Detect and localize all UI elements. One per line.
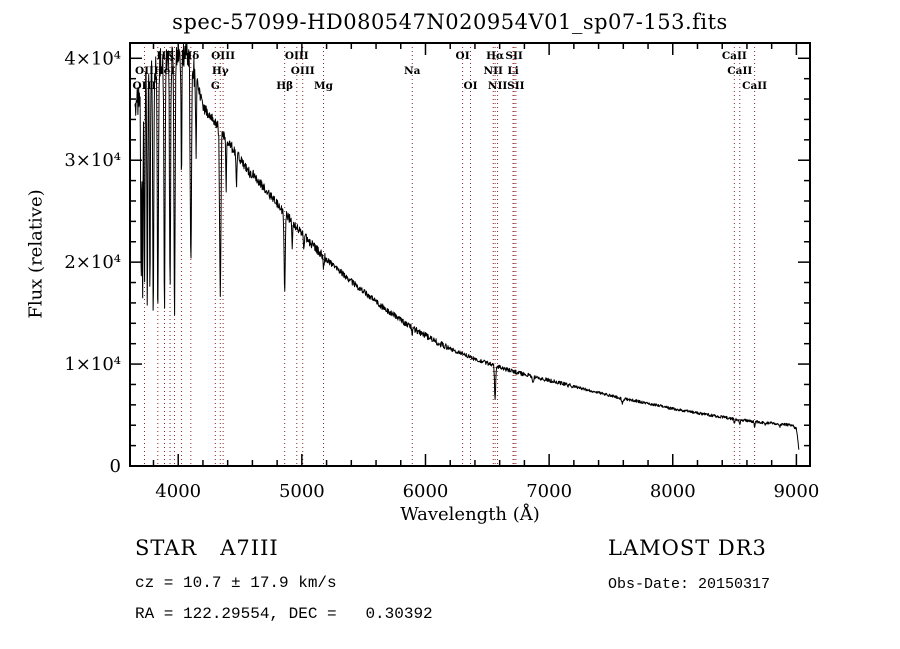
x-axis-tick-label: 8000	[650, 481, 696, 502]
y-axis-tick-label: 1×10⁴	[64, 354, 121, 375]
spectral-line-label: HeI	[154, 65, 176, 77]
spectral-line-label: Hζ	[156, 50, 172, 62]
x-axis-title: Wavelength (Å)	[400, 504, 540, 525]
spectral-line-label: SII	[505, 50, 522, 62]
spectral-line-label: Hδ	[182, 50, 199, 62]
spectral-line-label: Na	[404, 65, 421, 77]
spectral-line-label: Li	[507, 65, 518, 77]
spectral-line-label: NII	[484, 65, 504, 77]
survey-release-label: LAMOST DR3	[608, 536, 767, 560]
ra-dec-value: RA = 122.29554, DEC = 0.30392	[135, 605, 433, 623]
spectral-line-label: OIII	[291, 65, 315, 77]
plot-box	[129, 42, 811, 467]
spectral-line-label: OII	[135, 65, 154, 77]
spectral-line-label: SII	[507, 80, 524, 92]
spectral-line-label: Hα	[486, 50, 504, 62]
x-axis-tick-label: 9000	[773, 481, 819, 502]
spectrum-line	[134, 43, 800, 450]
spectral-line-label: CaII	[722, 50, 747, 62]
spectral-line-label: OIII	[211, 50, 235, 62]
plot-title: spec-57099-HD080547N020954V01_sp07-153.f…	[172, 10, 728, 34]
x-axis-tick-label: 6000	[403, 481, 449, 502]
x-axis-tick-label: 5000	[279, 481, 325, 502]
y-axis-tick-label: 0	[110, 456, 121, 477]
spectral-line-label: OIII	[133, 80, 157, 92]
y-axis-tick-label: 3×10⁴	[64, 150, 121, 171]
object-class-label: STAR A7III	[135, 536, 279, 560]
spectral-line-label: NII	[488, 80, 508, 92]
spectral-line-label: K	[165, 50, 175, 62]
spectral-line-label: Hβ	[276, 80, 293, 92]
spectral-line-label: CaII	[742, 80, 767, 92]
spectral-line-label: Hγ	[212, 65, 229, 77]
spectral-line-label: CaII	[727, 65, 752, 77]
spectral-line-label: OI	[463, 80, 477, 92]
y-axis-tick-label: 2×10⁴	[64, 252, 121, 273]
spectral-line-label: G	[211, 80, 220, 92]
spectral-line-label: OI	[456, 50, 470, 62]
cz-velocity-value: cz = 10.7 ± 17.9 km/s	[135, 574, 337, 592]
spectral-line-label: Mg	[314, 80, 334, 92]
x-axis-tick-label: 4000	[155, 481, 201, 502]
y-axis-tick-label: 4×10⁴	[64, 48, 121, 69]
spectral-line-label: OIII	[285, 50, 309, 62]
y-axis-title: Flux (relative)	[25, 189, 47, 319]
obs-date-value: Obs-Date: 20150317	[608, 576, 771, 593]
x-axis-tick-label: 7000	[526, 481, 572, 502]
